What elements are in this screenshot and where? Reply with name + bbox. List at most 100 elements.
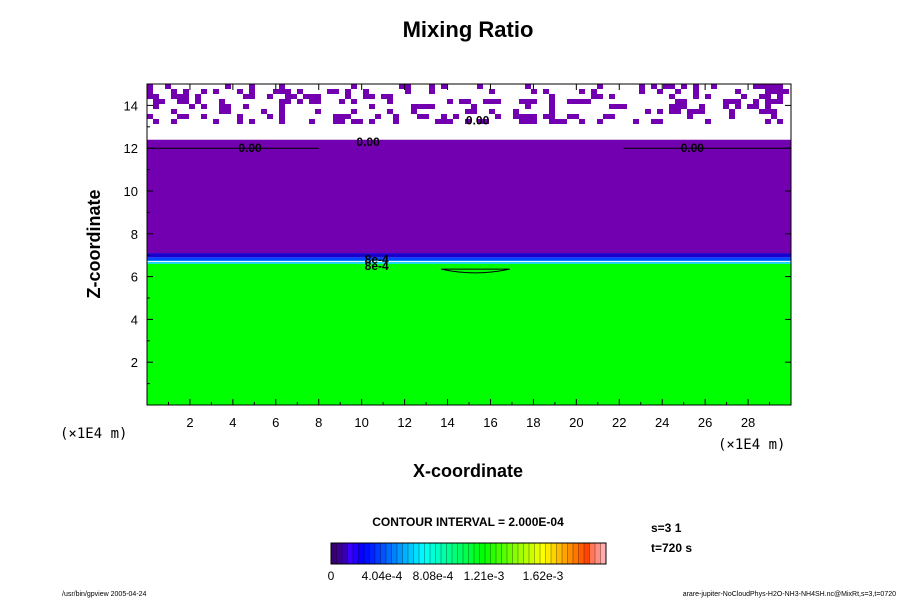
cloud-cell xyxy=(225,84,231,89)
cloud-cell xyxy=(645,109,651,114)
cloud-cell xyxy=(681,84,687,89)
cloud-cell xyxy=(219,99,225,104)
colorbar-cell xyxy=(375,543,381,564)
cloud-cell xyxy=(771,109,777,114)
colorbar-cell xyxy=(358,543,365,564)
colorbar-label-0: 0 xyxy=(328,569,335,583)
cloud-cell xyxy=(399,84,405,89)
cloud-cell xyxy=(465,99,471,104)
contour-label-5: 8e-4 xyxy=(365,259,389,273)
cloud-cell xyxy=(765,89,771,94)
cloud-cell xyxy=(549,109,555,114)
cloud-cell xyxy=(633,119,639,124)
cloud-cell xyxy=(435,119,441,124)
cloud-cell xyxy=(777,84,783,89)
cloud-cell xyxy=(669,104,675,109)
cloud-cell xyxy=(549,104,555,109)
colorbar-cell xyxy=(413,543,420,564)
cloud-cell xyxy=(675,104,681,109)
cloud-cell xyxy=(591,94,597,99)
cloud-cell xyxy=(531,119,537,124)
colorbar-cell xyxy=(490,543,497,564)
x-tick-label-10: 22 xyxy=(612,415,626,430)
x-axis-label: X-coordinate xyxy=(413,461,523,481)
cloud-cell xyxy=(771,114,777,119)
colorbar-cell xyxy=(600,543,607,564)
cloud-cell xyxy=(387,99,393,104)
colorbar-frame xyxy=(330,542,607,565)
cloud-cell xyxy=(303,94,309,99)
x-axis: 2 4 6 8 10 12 14 16 18 20 22 24 26 28 xyxy=(167,84,771,430)
cloud-cell xyxy=(549,114,555,119)
colorbar-cell xyxy=(452,543,458,564)
colorbar-cell xyxy=(435,543,442,564)
cloud-cell xyxy=(555,119,561,124)
cloud-cell xyxy=(153,104,159,109)
cloud-cell xyxy=(279,104,285,109)
cloud-cell xyxy=(759,94,765,99)
cloud-cell xyxy=(375,114,381,119)
cloud-cell xyxy=(609,94,615,99)
cloud-cell xyxy=(687,114,693,119)
cloud-cell xyxy=(417,104,423,109)
cloud-cell xyxy=(735,89,741,94)
cloud-cell xyxy=(615,104,621,109)
cloud-cell xyxy=(429,104,435,109)
cloud-cell xyxy=(249,94,255,99)
cloud-cell xyxy=(363,94,369,99)
colorbar-cell xyxy=(595,543,601,564)
x-tick-label-2: 6 xyxy=(272,415,279,430)
cloud-cell xyxy=(657,119,663,124)
cloud-cell xyxy=(747,104,753,109)
cloud-cell xyxy=(705,94,711,99)
y-tick-label-4: 10 xyxy=(124,184,138,199)
cloud-cell xyxy=(483,119,489,124)
step-label: s=3 1 xyxy=(651,521,682,535)
cloud-cell xyxy=(429,89,435,94)
x-tick-label-4: 10 xyxy=(354,415,368,430)
cloud-cell xyxy=(525,119,531,124)
colorbar-cell xyxy=(551,543,557,564)
cloud-cell xyxy=(411,104,417,109)
cloud-cell xyxy=(759,109,765,114)
cloud-cell xyxy=(183,99,189,104)
cloud-cell xyxy=(279,99,285,104)
cloud-cell xyxy=(729,109,735,114)
colorbar-cell xyxy=(556,543,563,564)
cloud-cell xyxy=(309,94,315,99)
cloud-cell xyxy=(315,99,321,104)
x-tick-label-12: 26 xyxy=(698,415,712,430)
cloud-cell xyxy=(669,84,675,89)
colorbar-labels: 0 4.04e-4 8.08e-4 1.21e-3 1.62e-3 xyxy=(328,569,564,583)
cloud-cell xyxy=(585,99,591,104)
cloud-cell xyxy=(579,119,585,124)
cloud-cell xyxy=(651,84,657,89)
y-tick-label-6: 14 xyxy=(124,98,138,113)
colorbar-cell xyxy=(397,543,403,564)
cloud-cell xyxy=(219,109,225,114)
colorbar-cell xyxy=(507,543,513,564)
cloud-cell xyxy=(777,119,783,124)
cloud-cell xyxy=(357,119,363,124)
x-tick-label-6: 14 xyxy=(440,415,454,430)
cloud-cell xyxy=(333,89,339,94)
cloud-cell xyxy=(387,94,393,99)
colorbar-cell xyxy=(347,543,354,564)
cloud-cell xyxy=(177,114,183,119)
cloud-cell xyxy=(441,84,447,89)
cloud-cell xyxy=(639,89,645,94)
cloud-cell xyxy=(249,84,255,89)
cloud-cell xyxy=(735,99,741,104)
field-band-0 xyxy=(147,263,791,405)
y-tick-label-5: 12 xyxy=(124,141,138,156)
x-tick-label-8: 18 xyxy=(526,415,540,430)
cloud-cell xyxy=(237,114,243,119)
cloud-cell xyxy=(765,119,771,124)
cloud-cell xyxy=(147,84,153,89)
cloud-cell xyxy=(765,94,771,99)
cloud-cell xyxy=(333,119,339,124)
cloud-cell xyxy=(345,114,351,119)
cloud-cell xyxy=(279,119,285,124)
x-axis-unit-right: (×1E4 m) xyxy=(718,437,785,453)
colorbar-cell xyxy=(523,543,530,564)
